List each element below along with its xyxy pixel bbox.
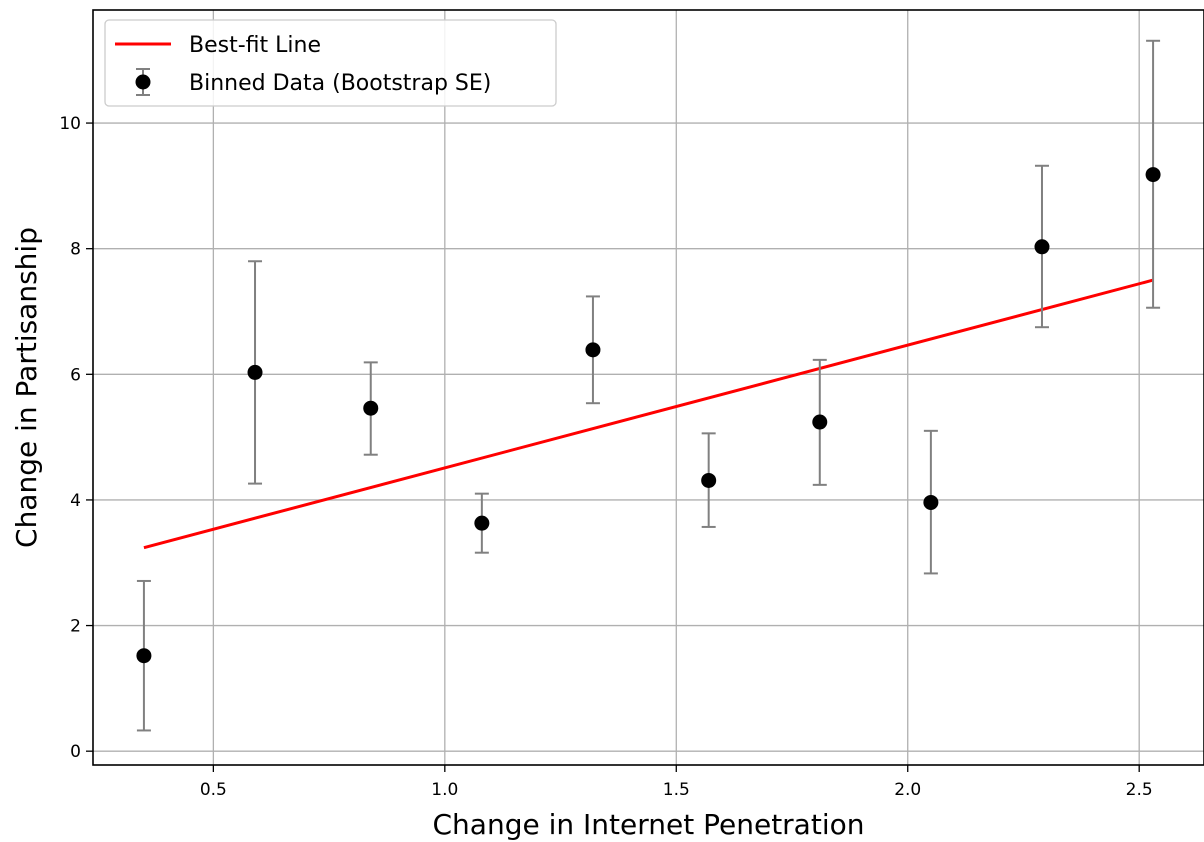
y-tick-label: 6 bbox=[70, 365, 81, 385]
point-marker bbox=[1145, 167, 1161, 183]
axis-ticks: 0.5 1.0 1.5 2.0 2.5 0 2 4 6 8 10 bbox=[59, 114, 1152, 800]
plot-frame bbox=[92, 9, 1204, 766]
x-tick-label: 1.0 bbox=[431, 780, 458, 800]
point-marker bbox=[812, 414, 828, 430]
data-point bbox=[585, 295, 601, 405]
fit-line-layer bbox=[143, 278, 1154, 550]
data-points-layer bbox=[136, 39, 1161, 732]
point-marker bbox=[247, 364, 263, 380]
point-marker bbox=[474, 515, 490, 531]
legend-box bbox=[104, 19, 557, 107]
legend-line-label: Best-fit Line bbox=[189, 33, 321, 58]
y-tick-label: 0 bbox=[70, 742, 81, 762]
best-fit-line bbox=[143, 278, 1154, 550]
x-tick-label: 0.5 bbox=[200, 780, 227, 800]
y-tick-label: 4 bbox=[70, 491, 81, 511]
data-point bbox=[812, 358, 828, 486]
data-point bbox=[136, 579, 152, 732]
legend: Best-fit Line Binned Data (Bootstrap SE) bbox=[104, 19, 557, 107]
x-tick-label: 1.5 bbox=[663, 780, 690, 800]
data-point bbox=[474, 492, 490, 554]
y-tick-label: 10 bbox=[59, 114, 81, 134]
data-point bbox=[1145, 39, 1161, 309]
point-marker bbox=[1034, 239, 1050, 255]
legend-point-label: Binned Data (Bootstrap SE) bbox=[189, 71, 491, 96]
point-marker bbox=[363, 400, 379, 416]
x-axis-label: Change in Internet Penetration bbox=[433, 808, 865, 841]
data-point bbox=[701, 432, 717, 528]
x-tick-label: 2.5 bbox=[1126, 780, 1153, 800]
data-point bbox=[1034, 164, 1050, 329]
point-marker bbox=[923, 494, 939, 510]
point-marker bbox=[136, 648, 152, 664]
data-point bbox=[363, 361, 379, 456]
data-point bbox=[923, 429, 939, 575]
point-marker bbox=[701, 472, 717, 488]
y-axis-label: Change in Partisanship bbox=[10, 227, 43, 548]
y-tick-label: 2 bbox=[70, 617, 81, 637]
point-marker bbox=[585, 342, 601, 358]
grid bbox=[93, 10, 1204, 765]
y-tick-label: 8 bbox=[70, 240, 81, 260]
legend-point-marker bbox=[135, 74, 151, 90]
legend-point-swatch bbox=[135, 68, 151, 96]
data-point bbox=[247, 260, 263, 485]
x-tick-label: 2.0 bbox=[894, 780, 921, 800]
